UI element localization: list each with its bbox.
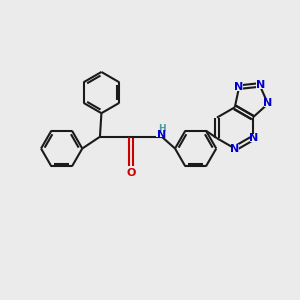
Text: H: H xyxy=(158,124,165,133)
Text: N: N xyxy=(256,80,265,90)
Text: N: N xyxy=(250,133,259,143)
Bar xyxy=(264,99,272,107)
Text: N: N xyxy=(230,143,239,154)
Bar xyxy=(127,167,135,175)
Bar xyxy=(235,83,243,91)
Text: O: O xyxy=(126,168,136,178)
Text: N: N xyxy=(263,98,273,108)
Bar xyxy=(231,144,239,153)
Text: N: N xyxy=(235,82,244,92)
Text: N: N xyxy=(157,130,167,140)
Bar xyxy=(256,81,265,89)
Bar xyxy=(156,128,167,137)
Bar xyxy=(250,134,258,142)
